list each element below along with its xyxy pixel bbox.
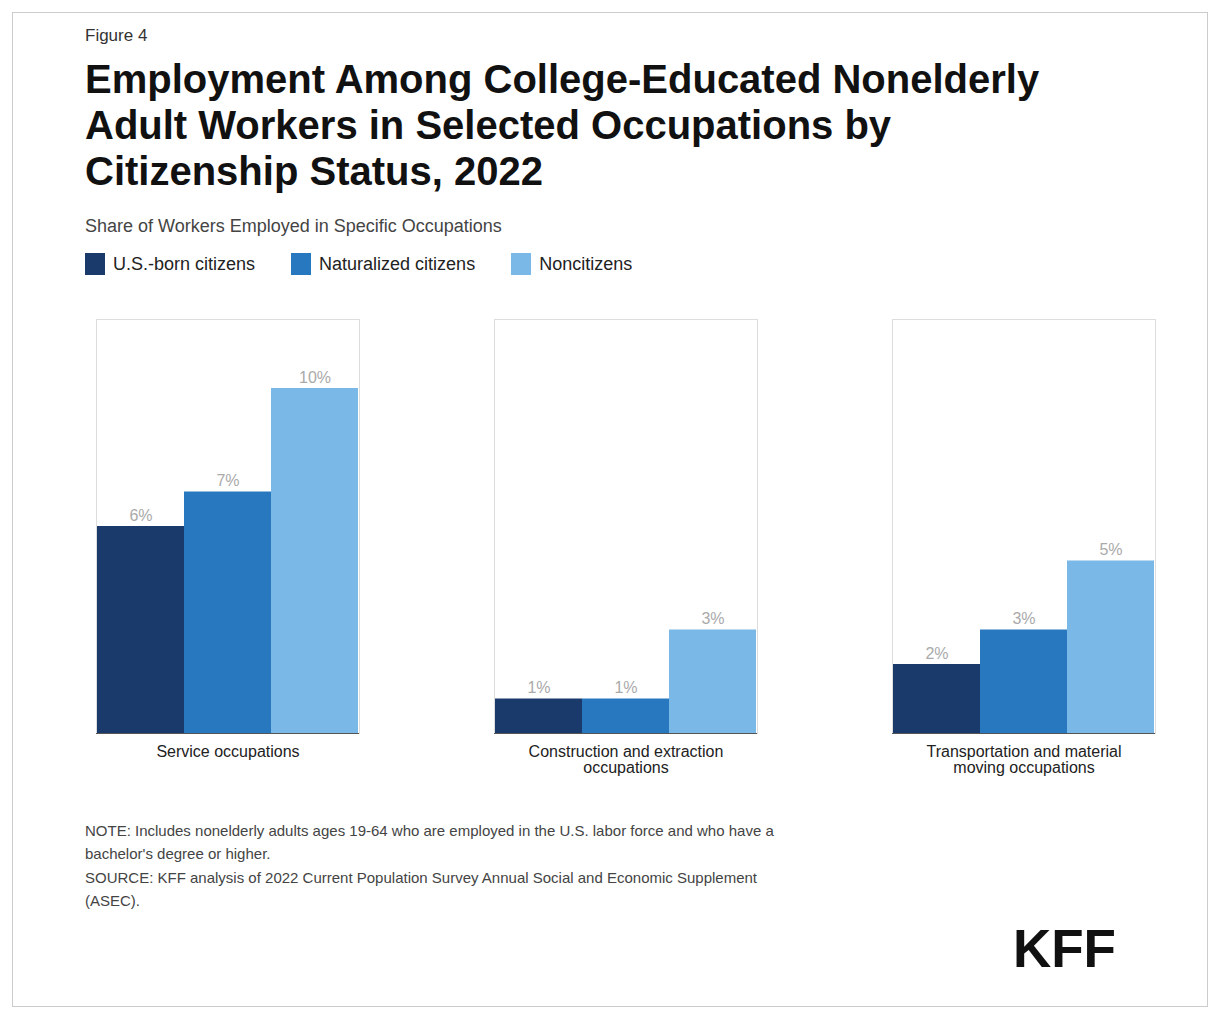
svg-text:5%: 5% [1099,541,1122,558]
html-text:Share of Workers Employed in S: Share of Workers Employed in Specific Oc… [85,216,502,236]
svg-text:10%: 10% [299,369,331,386]
svg-text:3%: 3% [1012,610,1035,627]
svg-text:2%: 2% [925,645,948,662]
html-text:Figure 4: Figure 4 [85,26,148,45]
svg-text:Service occupations: Service occupations [156,743,299,760]
html-text:Employment Among College-Educa: Employment Among College-Educated Noneld… [85,57,1040,193]
svg-text:7%: 7% [216,472,239,489]
svg-text:Transportation and materialmov: Transportation and materialmoving occupa… [926,743,1121,776]
html-text:Naturalized citizens: Naturalized citizens [319,253,476,274]
html-text:U.S.-born citizens: U.S.-born citizens [113,253,256,274]
svg-text:6%: 6% [129,507,152,524]
svg-text:3%: 3% [701,610,724,627]
html-text:NOTE: Includes nonelderly adul: NOTE: Includes nonelderly adults ages 19… [85,822,774,909]
svg-text:Construction and extractionocc: Construction and extractionoccupations [529,743,724,776]
svg-text:1%: 1% [527,679,550,696]
html-text:KFF: KFF [1013,919,1116,978]
html-text:Noncitizens: Noncitizens [539,253,633,274]
svg-text:1%: 1% [614,679,637,696]
